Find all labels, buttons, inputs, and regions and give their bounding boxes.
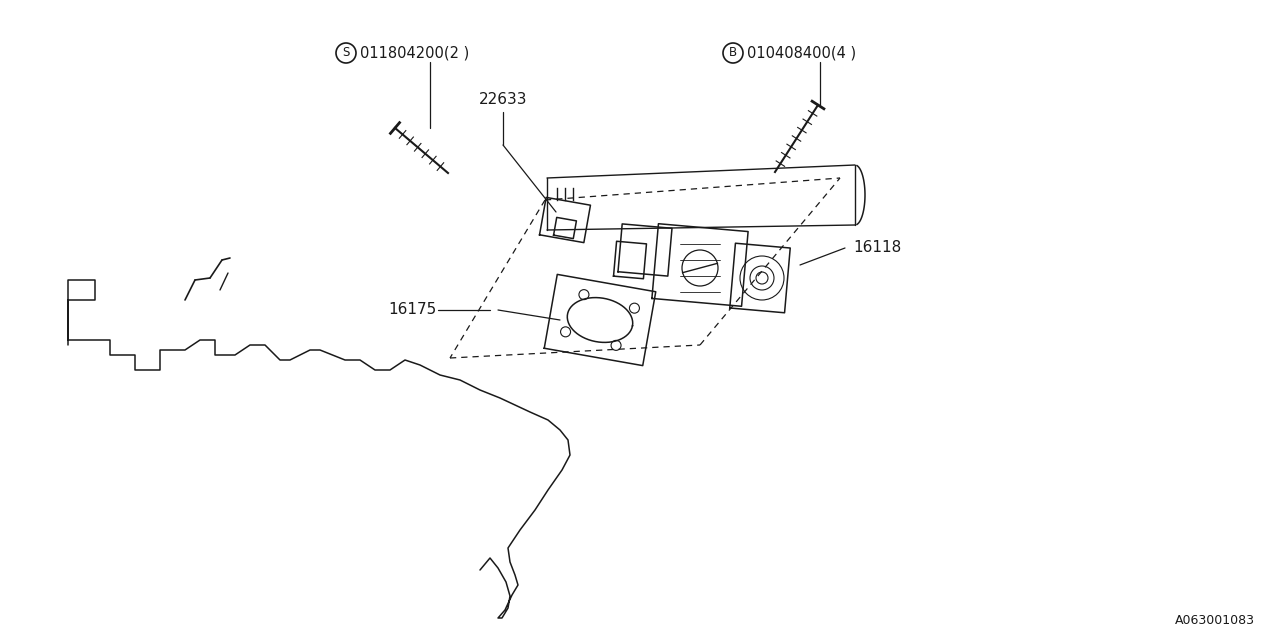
Text: 010408400(4 ): 010408400(4 ) xyxy=(748,45,856,61)
Text: 011804200(2 ): 011804200(2 ) xyxy=(360,45,470,61)
Text: 16118: 16118 xyxy=(852,241,901,255)
Text: 16175: 16175 xyxy=(389,303,436,317)
Text: 22633: 22633 xyxy=(479,93,527,108)
Text: A063001083: A063001083 xyxy=(1175,614,1254,627)
Text: S: S xyxy=(342,47,349,60)
Text: B: B xyxy=(728,47,737,60)
